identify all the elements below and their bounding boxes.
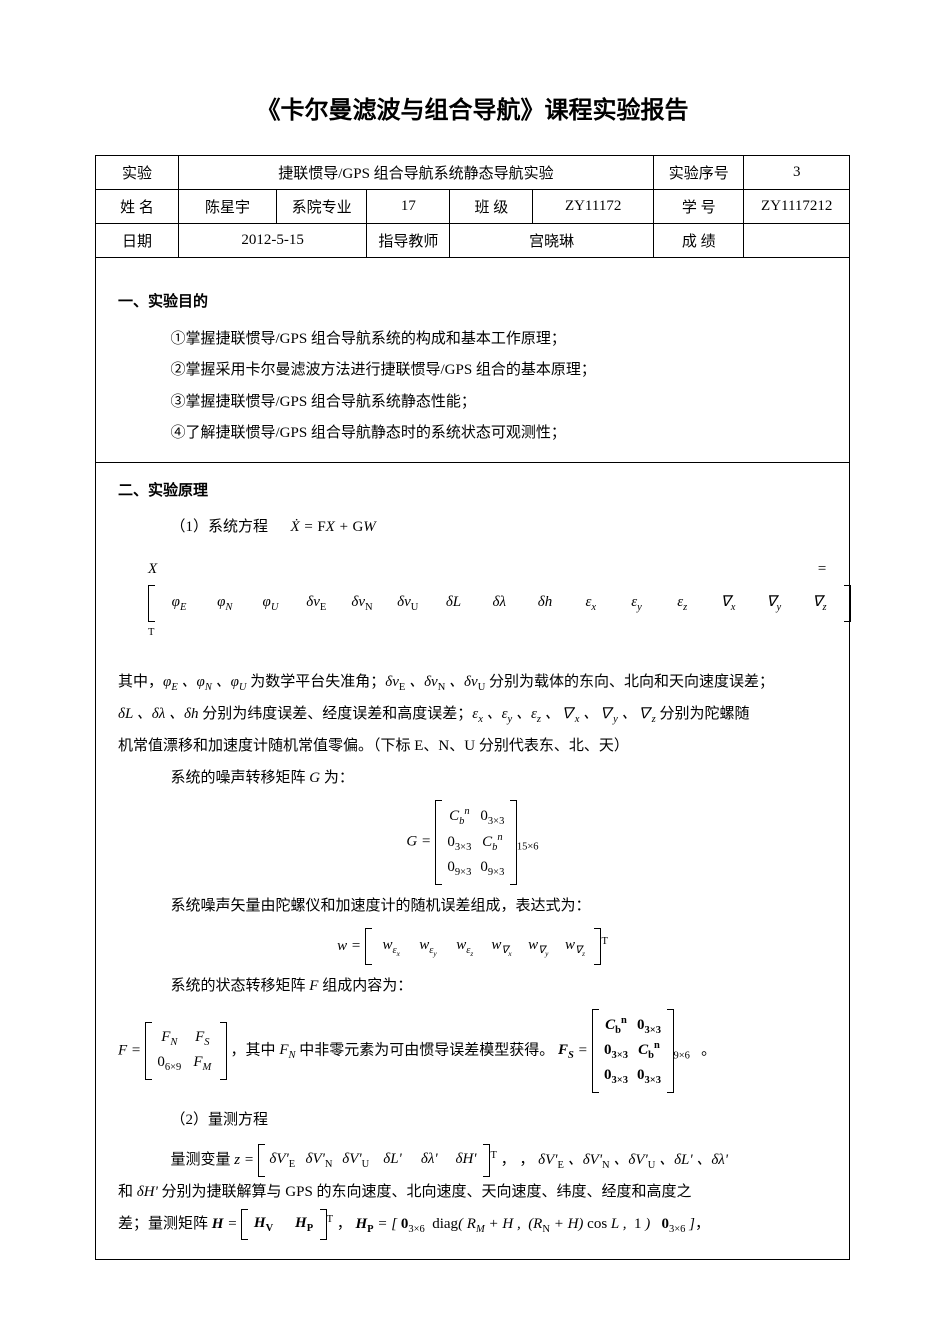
sub2-label: （2）量测方程 (118, 1105, 827, 1137)
desc-paragraph-2: δL 、δλ 、δh 分别为纬度误差、经度误差和高度误差；εx 、εy 、εz … (118, 699, 827, 731)
seq-label: 实验序号 (653, 156, 743, 190)
desc-paragraph-1: 其中，φE 、φN 、φU 为数学平台失准角；δvE 、δvN 、δvU 分别为… (118, 667, 827, 699)
teacher-label: 指导教师 (367, 224, 450, 258)
name-label: 姓 名 (96, 190, 179, 224)
p2b-txt: 分别为陀螺随 (659, 706, 749, 722)
table-row: 姓 名 陈星宇 系院专业 17 班 级 ZY11172 学 号 ZY111721… (96, 190, 850, 224)
g-matrix-eq: G = Cbn03×3 03×3Cbn 09×309×3 15×6 (118, 800, 827, 884)
section1-title: 一、实验目的 (118, 286, 827, 318)
date-value: 2012-5-15 (178, 224, 366, 258)
class-label: 班 级 (450, 190, 533, 224)
goal-item-3: ③掌握捷联惯导/GPS 组合导航系统静态性能； (118, 387, 827, 419)
section2-title: 二、实验原理 (118, 475, 827, 507)
grade-value (744, 224, 850, 258)
p1-pre: 其中， (118, 674, 163, 690)
section-divider (96, 462, 849, 463)
sub1-label: （1）系统方程 (171, 519, 269, 535)
table-row: 日期 2012-5-15 指导教师 宫晓琳 成 绩 (96, 224, 850, 258)
z-desc-line2: 和 δH' 分别为捷联解算与 GPS 的东向速度、北向速度、天向速度、纬度、经度… (118, 1177, 827, 1209)
info-table: 实验 捷联惯导/GPS 组合导航系统静态导航实验 实验序号 3 姓 名 陈星宇 … (95, 155, 850, 258)
f-matrix-eq: F = FNFS 06×9FM ，其中 FN 中非零元素为可由惯导误差模型获得。… (118, 1009, 827, 1093)
g-label: 系统的噪声转移矩阵 G 为： (118, 763, 827, 795)
goal-item-4: ④了解捷联惯导/GPS 组合导航静态时的系统状态可观测性； (118, 418, 827, 450)
line2-pre: 和 (118, 1184, 133, 1200)
goal-item-1: ①掌握捷联惯导/GPS 组合导航系统的构成和基本工作原理； (118, 324, 827, 356)
date-label: 日期 (96, 224, 179, 258)
sub1-line: （1）系统方程 Ẋ = FX + GW (118, 512, 827, 544)
goal-item-2: ②掌握采用卡尔曼滤波方法进行捷联惯导/GPS 组合的基本原理； (118, 355, 827, 387)
dept-value: 17 (367, 190, 450, 224)
z-vector-line: 量测变量 z = δV'E δV'N δV'U δL' δλ' δH' T ， … (118, 1144, 827, 1177)
seq-value: 3 (744, 156, 850, 190)
line3-a: 差；量测矩阵 (118, 1216, 208, 1232)
p2a-txt: 分别为纬度误差、经度误差和高度误差； (202, 706, 472, 722)
report-title: 《卡尔曼滤波与组合导航》课程实验报告 (95, 90, 850, 125)
lab-title: 捷联惯导/GPS 组合导航系统静态导航实验 (178, 156, 653, 190)
p1-mid1: 为数学平台失准角； (250, 674, 385, 690)
class-value: ZY11172 (533, 190, 654, 224)
grade-label: 成 绩 (653, 224, 743, 258)
dept-label: 系院专业 (276, 190, 366, 224)
f-label: 系统的状态转移矩阵 F 组成内容为： (118, 971, 827, 1003)
state-vector-eq: X = φE φN φU δvE δvN δvU δL δλ δh εx εy … (118, 554, 827, 654)
z-desc-line3: 差；量测矩阵 H = HV HP T ， HP = [ 03×6 diag( R… (118, 1209, 827, 1241)
w-vector-eq: w = wεx wεy wεz w∇x w∇y w∇z T (118, 928, 827, 965)
name-value: 陈星宇 (178, 190, 276, 224)
eq-system: Ẋ = FX + GW (291, 519, 376, 535)
w-label: 系统噪声矢量由陀螺仪和加速度计的随机误差组成，表达式为： (118, 891, 827, 923)
z-intro: 量测变量 (171, 1152, 231, 1168)
line2-txt: 分别为捷联解算与 GPS 的东向速度、北向速度、天向速度、纬度、经度和高度之 (162, 1184, 692, 1200)
desc-paragraph-3: 机常值漂移和加速度计随机常值零偏。（下标 E、N、U 分别代表东、北、天） (118, 731, 827, 763)
content-body: 一、实验目的 ①掌握捷联惯导/GPS 组合导航系统的构成和基本工作原理； ②掌握… (95, 258, 850, 1260)
id-value: ZY1117212 (744, 190, 850, 224)
table-row: 实验 捷联惯导/GPS 组合导航系统静态导航实验 实验序号 3 (96, 156, 850, 190)
id-label: 学 号 (653, 190, 743, 224)
lab-label: 实验 (96, 156, 179, 190)
p1-mid2: 分别为载体的东向、北向和天向速度误差； (489, 674, 774, 690)
teacher-value: 宫晓琳 (450, 224, 654, 258)
